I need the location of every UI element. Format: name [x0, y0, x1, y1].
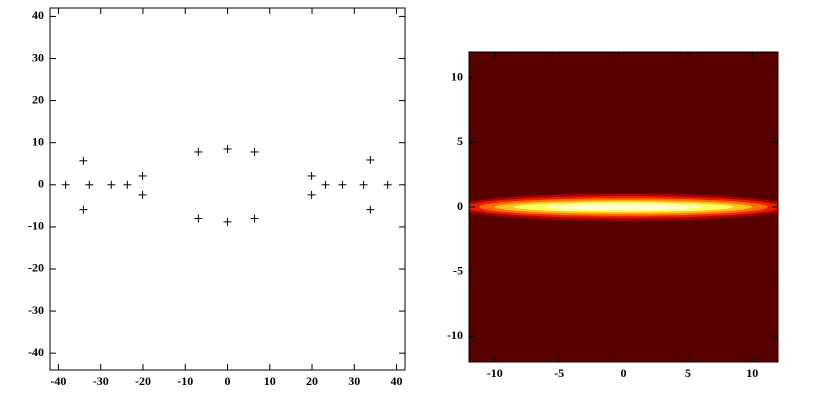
point: [61, 180, 70, 189]
point: [366, 155, 375, 164]
x-tick-label: 40: [391, 374, 403, 388]
point: [79, 156, 88, 165]
point: [250, 147, 259, 156]
x-tick-label: -40: [50, 374, 66, 388]
point: [123, 180, 132, 189]
point: [194, 147, 203, 156]
point: [366, 205, 375, 214]
x-tick-label: -30: [93, 374, 109, 388]
point: [138, 190, 147, 199]
point: [223, 145, 232, 154]
y-tick-label: -5: [453, 263, 463, 277]
y-tick-label: 0: [457, 199, 463, 213]
x-tick-label: 0: [225, 374, 231, 388]
point: [307, 171, 316, 180]
point: [307, 190, 316, 199]
point: [194, 214, 203, 223]
y-tick-label: -40: [28, 345, 44, 359]
point: [138, 171, 147, 180]
x-tick-label: 10: [264, 374, 276, 388]
point: [321, 180, 330, 189]
point: [338, 180, 347, 189]
y-tick-label: 10: [32, 134, 44, 148]
x-tick-label: -10: [487, 366, 503, 380]
y-tick-label: 10: [451, 70, 463, 84]
y-tick-label: 40: [32, 8, 44, 22]
x-tick-label: 5: [685, 366, 691, 380]
point: [85, 180, 94, 189]
point: [359, 180, 368, 189]
x-tick-label: 30: [348, 374, 360, 388]
x-tick-label: -10: [177, 374, 193, 388]
point: [79, 205, 88, 214]
y-tick-label: -20: [28, 261, 44, 275]
contours: [469, 193, 778, 221]
y-tick-label: 5: [457, 134, 463, 148]
point: [383, 180, 392, 189]
x-tick-label: 20: [306, 374, 318, 388]
y-tick-label: 20: [32, 92, 44, 106]
point: [250, 214, 259, 223]
y-tick-label: -30: [28, 303, 44, 317]
x-tick-label: -5: [554, 366, 564, 380]
x-tick-label: 10: [746, 366, 758, 380]
point: [107, 180, 116, 189]
contour-level: [546, 203, 701, 211]
y-tick-label: 0: [38, 177, 44, 191]
point: [223, 217, 232, 226]
plot-frame: [49, 7, 406, 371]
y-tick-label: -10: [447, 328, 463, 342]
x-tick-label: -20: [135, 374, 151, 388]
x-tick-label: 0: [621, 366, 627, 380]
y-tick-label: 30: [32, 50, 44, 64]
y-tick-label: -10: [28, 219, 44, 233]
